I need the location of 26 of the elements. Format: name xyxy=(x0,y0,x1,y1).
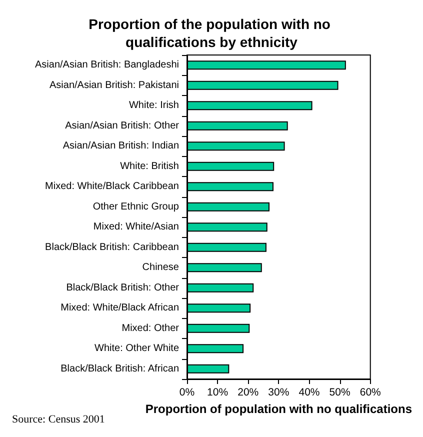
y-tick-label: Asian/Asian British: Bangladeshi xyxy=(35,60,179,71)
y-tick-label: Mixed: Other xyxy=(122,322,180,334)
x-tick-label: 10% xyxy=(207,386,228,398)
chart-title: Proportion of the population with no qualifications by ethnicity xyxy=(88,16,334,50)
y-tick-label: Black/Black British: African xyxy=(60,363,179,374)
y-tick-label: Asian/Asian British: Indian xyxy=(62,140,179,152)
y-tick-label: Asian/Asian British: Other xyxy=(65,120,180,132)
y-tick-label: Mixed: White/Asian xyxy=(93,222,179,233)
x-tick-label: 60% xyxy=(360,386,381,398)
y-tick-label: White: Other White xyxy=(94,343,180,354)
x-tick-label: 50% xyxy=(329,386,350,398)
x-axis-title: Proportion of population with no qualifications xyxy=(145,402,412,416)
y-tick-label: Asian/Asian British: Pakistani xyxy=(49,80,179,91)
x-tick-label: 20% xyxy=(238,386,259,398)
y-tick-label: White: Irish xyxy=(128,100,179,112)
y-tick-label: Other Ethnic Group xyxy=(92,201,180,212)
source-note: Source: Census 2001 xyxy=(12,414,105,426)
x-tick-label: 0% xyxy=(179,386,195,398)
y-tick-label: Mixed: White/Black African xyxy=(60,302,179,314)
y-tick-label: Black/Black British: Caribbean xyxy=(45,242,179,253)
y-tick-label: Black/Black British: Other xyxy=(66,282,180,294)
y-tick-label: White: British xyxy=(120,160,179,172)
x-tick-label: 30% xyxy=(268,386,290,398)
y-tick-label: Mixed: White/Black Caribbean xyxy=(45,181,179,192)
x-tick-label: 40% xyxy=(298,386,320,398)
y-tick-label: Chinese xyxy=(142,262,180,274)
